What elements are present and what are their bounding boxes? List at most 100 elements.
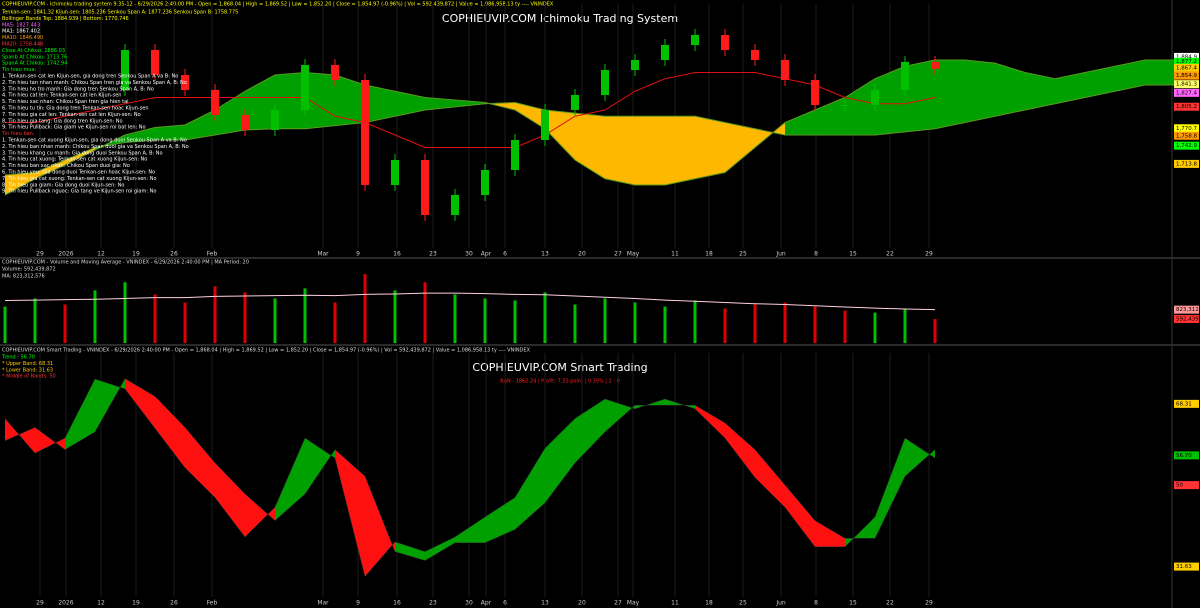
cloud-segment xyxy=(305,72,335,129)
volume-bar xyxy=(693,300,697,343)
candle-body xyxy=(301,65,309,110)
x-tick-label: 26 xyxy=(170,600,178,607)
oscillator-fill xyxy=(605,399,635,432)
value-tag xyxy=(1174,399,1199,408)
legend-line: Tenkan-sen: 1841.32 Kijun-sen: 1805.236 … xyxy=(1,10,238,16)
value-tag-label: 50 xyxy=(1176,483,1183,489)
oscillator-fill xyxy=(335,449,365,577)
cloud-segment xyxy=(5,172,35,195)
x-tick-label: 13 xyxy=(541,600,549,607)
cloud-segment xyxy=(215,91,245,135)
volume-title: COPHIEUVIP.COM - Volume and Moving Avera… xyxy=(2,260,249,266)
volume-bar xyxy=(483,298,487,343)
legend-line: 4. Tin hieu cat len: Tenkan-sen cat len … xyxy=(2,93,121,99)
volume-bar xyxy=(123,282,127,343)
oscillator-fill xyxy=(395,541,425,561)
legend-line: MA5: 1827.443 xyxy=(2,22,40,28)
legend-line: 6. Tin hieu tu tin: Gia dong tren Tenkan… xyxy=(2,106,149,112)
volume-bar xyxy=(423,282,427,343)
candle-body xyxy=(451,195,459,215)
volume-bar xyxy=(93,290,97,343)
oscillator-fill xyxy=(815,520,845,547)
oscillator-fill xyxy=(575,399,605,463)
x-tick-label: 15 xyxy=(849,251,857,258)
candle-body xyxy=(541,110,549,140)
x-tick-label: 29 xyxy=(36,251,44,258)
candle-body xyxy=(661,45,669,60)
cloud-segment xyxy=(335,75,365,126)
chart-title: COPHIEUVIP.COM Smart Trading xyxy=(472,361,647,374)
value-tag xyxy=(1174,52,1199,61)
candle-body xyxy=(901,61,909,90)
candle-body xyxy=(181,75,189,90)
oscillator-fill xyxy=(215,462,245,537)
legend-line: * Middle of Bands: 50 xyxy=(2,374,56,380)
x-tick-label: 9 xyxy=(356,251,360,258)
cloud-segment xyxy=(1145,60,1175,85)
cloud-segment xyxy=(515,102,545,129)
volume-bar xyxy=(903,308,907,343)
legend-line: 3. Tin hieu khang cu manh: Gia dong duoi… xyxy=(2,150,163,156)
volume-bar xyxy=(3,306,7,343)
value-tag xyxy=(1174,131,1199,140)
cloud-segment xyxy=(155,125,185,140)
value-tag-label: 1,841.3 xyxy=(1176,82,1197,88)
info-line: COPHIEUVIP.COM - Ichimoku trading system… xyxy=(2,2,554,8)
volume-bar xyxy=(573,304,577,343)
legend-line: Bollinger Bands Top: 1884.939 | Bottom: … xyxy=(2,16,129,22)
candle-body xyxy=(781,60,789,80)
info-line: COPHIEUVIP.COM Smart Trading - VNINDEX -… xyxy=(2,348,531,354)
x-tick-label: 12 xyxy=(97,600,105,607)
volume-bar xyxy=(333,302,337,343)
volume-bar xyxy=(273,298,277,343)
oscillator-fill xyxy=(455,517,485,543)
x-tick-label: 23 xyxy=(429,251,437,258)
candle-body xyxy=(811,80,819,105)
value-tag xyxy=(1174,305,1199,314)
x-tick-label: 26 xyxy=(170,251,178,258)
cloud-segment xyxy=(965,60,995,123)
legend-line: 9. Tin hieu Pullback: Gia giam ve Kijun-… xyxy=(2,125,146,131)
x-tick-label: 12 xyxy=(97,251,105,258)
candle-body xyxy=(361,80,369,185)
x-tick-label: 15 xyxy=(849,600,857,607)
candle-body xyxy=(151,50,159,75)
candle-body xyxy=(241,115,249,130)
legend-line: 1. Tenkan-sen cat len Kijun-sen, gia don… xyxy=(2,74,178,80)
x-tick-label: 8 xyxy=(814,600,818,607)
legend-line: 7. Tin hieu gia cat len: Tenkan-sen cat … xyxy=(2,112,141,118)
legend-line: 7. Tin hieu gia cat xuong: Tenkan-sen ca… xyxy=(2,176,157,182)
candle-body xyxy=(421,160,429,215)
x-tick-label: 16 xyxy=(393,251,401,258)
volume-ma-line xyxy=(4,292,936,311)
legend-line: 5. Tin hieu ban xac nhan: Chikou Span du… xyxy=(2,163,130,169)
oscillator-fill xyxy=(275,438,305,521)
cloud-segment xyxy=(605,116,635,185)
x-tick-label: Apr xyxy=(481,600,492,607)
oscillator-fill xyxy=(725,422,755,478)
volume-bar xyxy=(213,286,217,343)
candle-body xyxy=(271,110,279,130)
oscillator-fill xyxy=(125,378,155,429)
cloud-segment xyxy=(935,60,965,129)
volume-bar xyxy=(393,290,397,343)
volume-bar xyxy=(33,298,37,343)
legend-line: MA20: 1758.448 xyxy=(2,42,43,48)
legend-line: * Upper Band: 68.31 xyxy=(2,361,53,367)
x-tick-label: 22 xyxy=(886,600,894,607)
cloud-segment xyxy=(995,63,1025,117)
x-tick-label: 25 xyxy=(739,600,747,607)
value-tag-label: 56.70 xyxy=(1176,453,1192,459)
x-tick-label: 16 xyxy=(393,600,401,607)
cloud-segment xyxy=(1115,60,1145,92)
value-tag-label: 1,805.2 xyxy=(1176,104,1197,110)
oscillator-fill xyxy=(905,438,935,477)
oscillator-fill xyxy=(35,427,65,454)
ma-label: MA: 823,312,576 xyxy=(2,274,45,280)
span_a-line xyxy=(4,59,1175,196)
legend-line: 8. Tin hieu gia tang: Gia dong tren Kiju… xyxy=(2,118,123,124)
cloud-segment xyxy=(275,72,305,129)
oscillator-fill xyxy=(485,497,515,543)
